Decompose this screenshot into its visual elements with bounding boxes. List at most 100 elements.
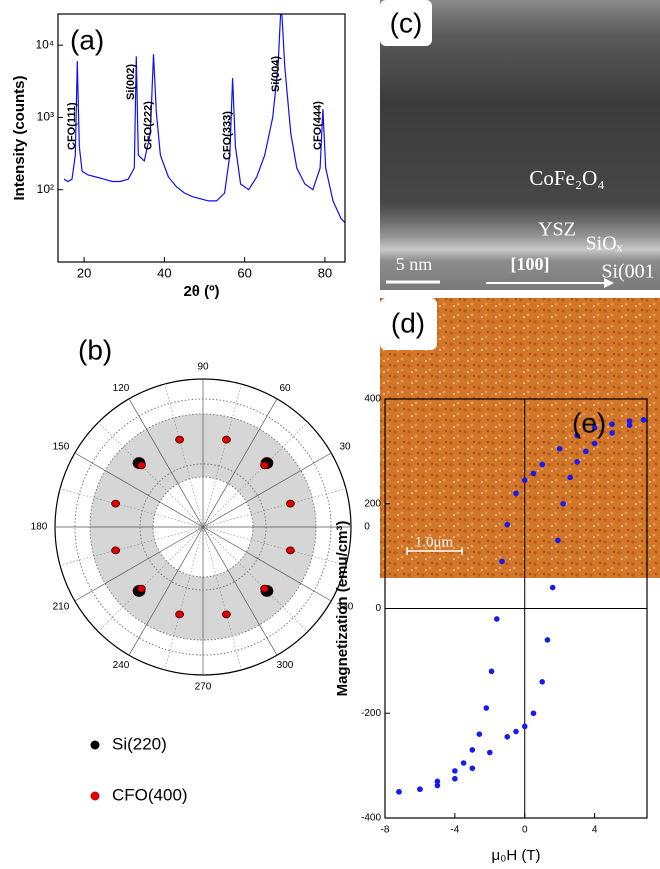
data-point (591, 425, 598, 431)
data-point (574, 432, 580, 439)
data-point (640, 417, 647, 423)
angle-spoke (74, 452, 204, 528)
y-tick-label: 400 (364, 394, 381, 405)
tem-background (380, 0, 660, 290)
peak-label: Si(002) (125, 64, 137, 100)
label-box (380, 0, 432, 46)
minor-spoke (202, 526, 347, 566)
minor-spoke (59, 488, 204, 528)
peak-label: Si(004) (270, 56, 282, 92)
scale-label: 5 nm (396, 254, 433, 274)
panel-label: (a) (70, 24, 104, 55)
minor-spoke (202, 526, 308, 632)
angle-label: 300 (277, 660, 294, 671)
data-point (539, 679, 545, 685)
data-point (555, 537, 561, 544)
direction-label: [100] (511, 254, 550, 274)
data-point (574, 459, 580, 465)
data-point (476, 731, 483, 737)
pole-point (222, 435, 231, 444)
x-axis-label: 2θ (º) (183, 283, 219, 300)
pole-point (260, 461, 270, 470)
y-tick-label: 10³ (37, 110, 54, 124)
y-tick-label: -400 (361, 813, 381, 824)
angle-spoke (128, 398, 204, 528)
layer-label: CoFe₂O₄ (529, 166, 604, 190)
angle-label: 30 (339, 442, 351, 453)
angle-label: 150 (53, 442, 70, 453)
data-point (626, 418, 633, 424)
data-point (556, 445, 563, 452)
panel-label: (d) (391, 307, 425, 338)
data-point (483, 705, 490, 711)
legend-marker (90, 740, 100, 750)
panel-label: (b) (78, 334, 112, 365)
peak-label: CFO(444) (312, 101, 324, 150)
data-point (513, 728, 519, 735)
x-tick-label: -4 (450, 825, 459, 836)
pole-point (175, 435, 184, 444)
legend-label: Si(220) (112, 734, 167, 753)
x-tick-label: 80 (318, 265, 332, 280)
data-point (452, 775, 458, 782)
label-box (380, 298, 437, 350)
panel-label: (e) (572, 407, 606, 438)
angle-label: 210 (53, 602, 70, 613)
angle-label: 330 (337, 602, 354, 613)
data-point (434, 778, 441, 785)
data-point (583, 448, 589, 455)
minor-spoke (202, 526, 242, 671)
data-point (469, 765, 476, 772)
angle-spoke (202, 452, 332, 528)
angle-spoke (202, 526, 278, 656)
data-point (567, 474, 573, 481)
data-point (499, 558, 505, 565)
pole-point (175, 610, 184, 619)
spectrum-line (63, 14, 345, 224)
y-axis-label: Intensity (counts) (11, 75, 28, 200)
data-point (626, 422, 633, 428)
data-point (513, 490, 519, 497)
data-point (539, 461, 545, 468)
angle-spoke (128, 526, 204, 656)
panel-label: (c) (390, 7, 423, 38)
data-point (549, 584, 556, 591)
data-point (530, 710, 537, 717)
pole-point (285, 499, 295, 508)
tem-image: (c) CoFe₂O₄ YSZ SiOₓ 5 nm [100] Si(001 (380, 0, 660, 290)
pole-point (285, 546, 295, 555)
arrow-head (604, 278, 614, 288)
data-point (521, 723, 528, 730)
plot-frame (57, 13, 346, 263)
minor-spoke (202, 383, 242, 528)
data-point (493, 616, 500, 622)
data-point (469, 747, 476, 753)
data-point (504, 734, 511, 740)
afm-image: (d) 1.0μm (380, 298, 660, 578)
legend-label: CFO(400) (112, 785, 188, 804)
minor-spoke (164, 383, 204, 528)
x-tick-label: 60 (237, 265, 251, 280)
layer-label: SiOₓ (586, 233, 623, 255)
pole-point (136, 584, 146, 593)
x-tick-label: -8 (381, 825, 390, 836)
pole-point (222, 610, 231, 619)
data-point (591, 440, 598, 447)
scale-bar (406, 547, 463, 555)
data-point (544, 637, 551, 643)
x-tick-label: 0 (522, 825, 528, 836)
x-tick-label: 20 (77, 265, 91, 280)
angle-label: 270 (195, 682, 212, 693)
x-tick-label: 40 (157, 265, 171, 280)
data-point (460, 760, 467, 766)
angle-label: 120 (113, 383, 130, 394)
data-point (396, 789, 402, 795)
data-point (488, 668, 495, 675)
angle-label: 60 (279, 383, 291, 394)
pole-point (136, 461, 146, 470)
data-point (417, 786, 423, 792)
scale-label: 1.0μm (415, 534, 454, 550)
minor-spoke (98, 422, 204, 528)
y-tick-label: 10² (37, 182, 54, 196)
